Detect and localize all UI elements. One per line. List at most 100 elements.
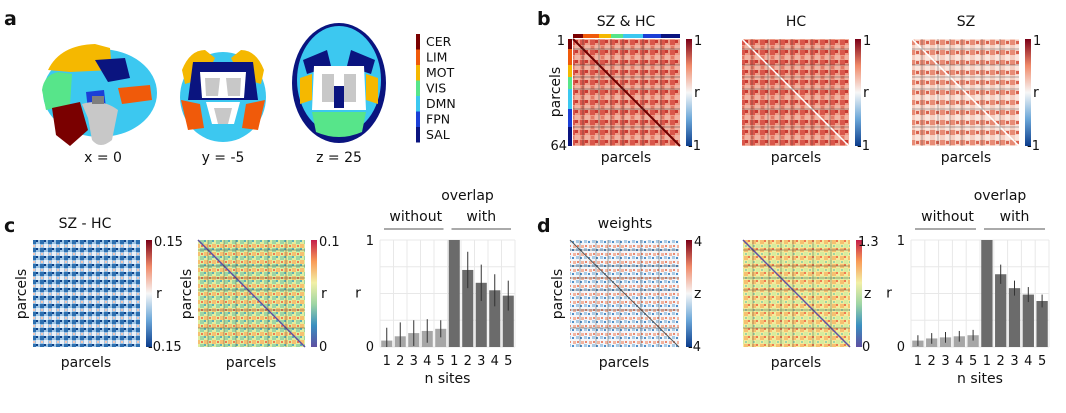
panel-letter-d: d [537,215,551,237]
x-tick-label: 2 [997,354,1005,369]
brain-sagittal [42,44,157,146]
colorbar [146,240,152,347]
cbar-max: 0.1 [319,235,340,250]
x-tick-label: 5 [437,354,445,369]
y-tick-label: 1 [897,234,905,249]
x-tick-label: 2 [928,354,936,369]
legend-swatch [416,49,420,65]
bar [1008,288,1021,347]
legend-label: CER [426,34,452,49]
cbar-min: -1 [688,139,701,154]
brain-axial [292,23,386,143]
matrix-ylabel: parcels [550,269,566,319]
x-tick-label: 4 [1024,354,1032,369]
matrix-xlabel: parcels [226,355,276,371]
x-tick-label: 1 [450,354,458,369]
y-axis-label: r [886,286,892,302]
matrix-cells [33,240,140,347]
x-tick-label: 2 [396,354,404,369]
cbar-label: r [321,286,327,302]
cbar-min: -1 [1027,139,1040,154]
colorbar [1025,39,1031,146]
matrix-sz: SZ parcels 1 r -1 [911,14,1041,166]
x-tick-label: 1 [914,354,922,369]
x-tick-label: 4 [491,354,499,369]
legend-label: MOT [426,65,455,80]
bar [475,282,487,347]
matrix-title: SZ - HC [59,216,112,232]
matrix-sz-minus-hc: SZ - HC parcels parcels 0.15 r -0.15 [14,216,183,371]
group-label: without [389,209,442,225]
legend-label: FPN [426,112,450,127]
colorbar [856,240,862,347]
colorbar [311,240,317,347]
legend-label: DMN [426,96,456,111]
legend-swatch [416,96,420,112]
legend-swatch [416,127,420,143]
cbar-min: -0.15 [148,340,182,355]
matrix-title: SZ & HC [597,14,656,30]
matrix-title: SZ [957,14,975,30]
legend-swatch [416,80,420,96]
y-axis-label: r [355,286,361,302]
x-tick-label: 3 [941,354,949,369]
matrix-ylabel: parcels [548,67,564,117]
slice-label-y: y = -5 [202,150,245,166]
matrix-sz-hc: SZ & HC 1 64 parcels parcels 1 r -1 [548,14,702,166]
cbar-max: 1 [863,34,871,49]
bar [435,328,447,347]
matrix-xlabel: parcels [941,150,991,166]
chart-title: overlap [974,188,1027,204]
panel-letter-b: b [537,8,551,30]
matrix-ylabel: parcels [179,269,195,319]
colorbar [686,39,692,146]
cbar-max: 4 [694,235,702,250]
matrix-weights: weights parcels parcels 4 z -4 [550,216,702,371]
cbar-max: 1 [1033,34,1041,49]
bar [1036,300,1048,347]
x-tick-label: 3 [477,354,485,369]
x-tick-label: 2 [464,354,472,369]
x-tick-label: 5 [504,354,512,369]
network-color-bar-top [573,34,680,38]
legend-swatch [416,34,420,50]
bar [967,335,979,347]
colorbar [686,240,692,347]
cbar-min: -1 [857,139,870,154]
x-tick-label: 4 [423,354,431,369]
cbar-min: -4 [688,340,701,355]
legend-label: VIS [426,81,446,96]
chart-title: overlap [441,188,494,204]
matrix-xlabel: parcels [771,355,821,371]
matrix-xlabel: parcels [771,150,821,166]
x-axis-label: n sites [957,371,1003,387]
tick-bottom: 64 [550,139,567,154]
matrix-overlap-c: parcels parcels 0.1 r 0 [179,235,340,371]
matrix-xlabel: parcels [61,355,111,371]
matrix-overlap-d: parcels 1.3 z 0 [742,235,879,371]
bar [981,240,993,347]
cbar-min: 0 [319,340,327,355]
slice-label-x: x = 0 [84,150,122,166]
y-tick-label: 0 [366,340,374,355]
x-axis-label: n sites [425,371,471,387]
x-tick-label: 5 [1038,354,1046,369]
legend-label: LIM [426,50,447,65]
cbar-max: 0.15 [154,235,183,250]
x-tick-label: 4 [955,354,963,369]
matrix-xlabel: parcels [601,150,651,166]
tick-top: 1 [557,34,565,49]
cbar-max: 1 [694,34,702,49]
cbar-label: z [694,286,701,302]
legend-swatch [416,65,420,81]
cbar-label: r [1033,85,1039,101]
legend-label: SAL [426,127,450,142]
brain-coronal [180,50,266,142]
panel-letter-c: c [4,215,15,237]
cbar-max: 1.3 [858,235,879,250]
network-color-bar-left [568,39,572,146]
matrix-title: HC [786,14,807,30]
